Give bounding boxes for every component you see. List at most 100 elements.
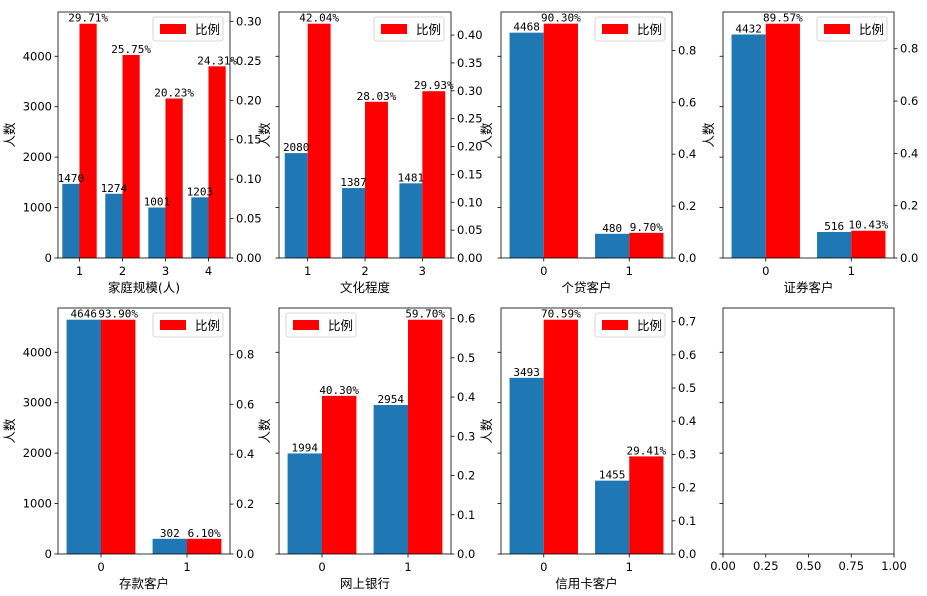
ratio-bar (79, 23, 97, 258)
right-tick-label: 0.4 (678, 147, 696, 161)
x-tick-label: 0.25 (753, 559, 779, 573)
x-axis-label: 信用卡客户 (555, 576, 618, 591)
left-tick-label: 4000 (23, 345, 52, 359)
count-bar (373, 405, 408, 554)
right-tick-label: 0.30 (236, 14, 262, 28)
right-tick-label: 0.15 (457, 167, 483, 181)
legend: 比例 (594, 16, 666, 42)
x-tick-label: 3 (162, 264, 169, 278)
legend-swatch (602, 24, 628, 34)
axes-frame (500, 11, 673, 259)
count-bar (105, 193, 123, 258)
axes-frame (57, 11, 231, 259)
legend-label: 比例 (416, 22, 441, 37)
legend-box (816, 16, 888, 42)
right-tick-label: 0.4 (900, 146, 918, 160)
right-tick-label: 0.8 (900, 42, 918, 56)
ratio-bar (765, 23, 800, 259)
right-tick-label: 0.10 (457, 195, 483, 209)
right-tick-label: 0.2 (457, 469, 475, 483)
legend-box (373, 16, 445, 42)
ratio-bar (629, 232, 664, 258)
right-tick-label: 0.6 (900, 94, 918, 108)
x-tick-label: 0 (762, 264, 769, 278)
right-tick-label: 0.2 (236, 497, 254, 511)
subplot-5: 4646 302 93.90% 6.10% 0 1000 2000 3000 4000 0.0 0.… (2, 307, 254, 591)
ratio-bar (187, 538, 222, 554)
axes-frame (57, 307, 231, 555)
axes-frame (722, 307, 895, 555)
ratio-bar (208, 66, 226, 258)
right-tick-label: 0.2 (678, 481, 696, 495)
count-bar-label: 1001 (144, 196, 171, 209)
count-bar-label: 4646 (71, 308, 98, 321)
ratio-bar-label: 70.59% (541, 308, 581, 321)
left-tick-label: 1000 (23, 497, 52, 511)
ratio-bar-label: 89.57% (763, 12, 803, 25)
right-tick-label: 0.30 (457, 84, 483, 98)
count-bar-label: 3493 (513, 366, 540, 379)
legend-swatch (160, 24, 186, 34)
count-bar (817, 231, 852, 258)
legend-swatch (293, 320, 319, 330)
ratio-bar (422, 91, 446, 259)
ratio-bar-label: 29.41% (626, 444, 666, 457)
right-tick-label: 0.6 (678, 95, 696, 109)
x-axis-label: 文化程度 (340, 280, 391, 295)
x-axis-label: 个贷客户 (561, 280, 611, 295)
left-tick-label: 0 (45, 251, 52, 265)
right-tick-label: 0.15 (236, 133, 262, 147)
legend-swatch (381, 24, 407, 34)
right-tick-label: 0.5 (457, 351, 475, 365)
right-tick-label: 0.4 (678, 414, 696, 428)
right-tick-label: 0.35 (457, 56, 483, 70)
subplot-4: 4432 516 89.57% 10.43% 0.0 0.2 0.4 0.6 0.8 0 1 证券客户… (701, 11, 918, 295)
right-tick-label: 0.0 (678, 547, 696, 561)
x-tick-label: 0 (318, 560, 325, 574)
ratio-bar-label: 59.70% (405, 308, 445, 321)
left-tick-label: 3000 (23, 396, 52, 410)
x-axis-label: 证券客户 (783, 280, 833, 295)
count-bar-label: 2954 (378, 393, 405, 406)
right-tick-label: 0.00 (457, 251, 483, 265)
right-tick-label: 0.8 (678, 43, 696, 57)
x-tick-label: 1 (626, 264, 633, 278)
right-tick-label: 0.2 (678, 199, 696, 213)
x-tick-label: 0.00 (710, 559, 736, 573)
count-bar-label: 1994 (292, 441, 319, 454)
count-bar-label: 2080 (283, 141, 310, 154)
right-tick-label: 0.1 (457, 508, 475, 522)
count-bar (148, 207, 166, 258)
count-bar-label: 1455 (599, 469, 626, 482)
legend-label: 比例 (195, 22, 220, 37)
ratio-bar (322, 395, 357, 554)
legend: 比例 (285, 312, 357, 338)
x-tick-label: 0.50 (796, 559, 822, 573)
count-bar (509, 32, 544, 258)
legend-label: 比例 (637, 22, 662, 37)
y-axis-label: 人数 (2, 122, 17, 148)
ratio-bar-label: 93.90% (98, 308, 138, 321)
subplot-grid: 147012741001120329.71%25.75%20.23%24.31%… (2, 11, 918, 591)
x-tick-label: 0 (97, 560, 104, 574)
legend-label: 比例 (859, 22, 884, 37)
x-tick-label: 1 (304, 264, 311, 278)
legend-box (152, 16, 224, 42)
legend-box (152, 312, 224, 338)
count-bar (152, 538, 187, 554)
ratio-bar (101, 319, 136, 554)
axes-frame (722, 11, 895, 259)
right-tick-label: 0.2 (900, 199, 918, 213)
right-tick-label: 0.25 (457, 112, 483, 126)
count-bar (595, 233, 630, 258)
x-tick-label: 1 (626, 560, 633, 574)
right-tick-label: 0.3 (678, 447, 696, 461)
right-tick-label: 0.4 (457, 390, 475, 404)
ratio-bar-label: 29.93% (414, 79, 454, 92)
ratio-bar-label: 29.71% (68, 12, 108, 25)
right-tick-label: 0.3 (457, 429, 475, 443)
count-bar-label: 1470 (58, 172, 85, 185)
y-axis-label: 人数 (257, 418, 272, 444)
ratio-bar (408, 319, 443, 554)
ratio-bar-label: 6.10% (188, 527, 221, 540)
